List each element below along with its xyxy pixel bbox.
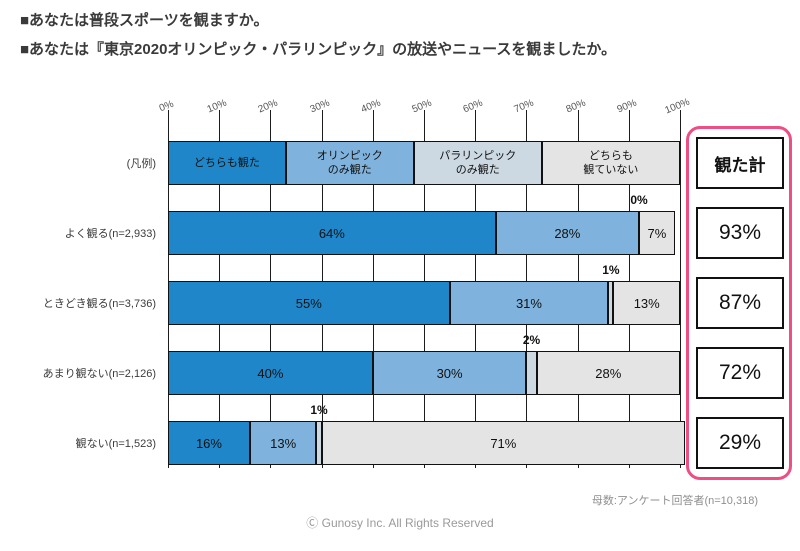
bar-segment: 16% <box>168 421 250 465</box>
totals-value: 29% <box>718 431 762 454</box>
bar-segment: 28% <box>495 211 640 255</box>
bar-segment: 28% <box>536 351 680 395</box>
totals-value-cell: 87% <box>696 277 784 329</box>
legend-item: パラリンピック のみ観た <box>413 141 542 185</box>
bar-segment: 64% <box>168 211 496 255</box>
legend-item: どちらも 観ていない <box>541 141 680 185</box>
bar-segment: 31% <box>449 281 609 325</box>
totals-value-cell: 29% <box>696 417 784 469</box>
bar-segment: 30% <box>372 351 527 395</box>
totals-header-cell: 観た計 <box>696 137 784 189</box>
plot-area: どちらも観た オリンピック のみ観た パラリンピック のみ観た どちらも 観ていない 6… <box>168 115 686 465</box>
bar-segment <box>316 421 322 465</box>
legend-row-label: (凡例) <box>126 158 156 170</box>
copyright: Ⓒ Gunosy Inc. All Rights Reserved <box>306 516 494 530</box>
title-line-1: ■あなたは普段スポーツを観ますか。 <box>20 12 269 29</box>
bar-segment: 13% <box>613 281 680 325</box>
gridline <box>680 110 681 468</box>
bar-segment: 7% <box>639 211 675 255</box>
chart-title-block: ■あなたは普段スポーツを観ますか。 ■あなたは『東京2020オリンピック・パラリ… <box>20 6 616 65</box>
totals-header: 観た計 <box>714 155 766 175</box>
bar-segment: 71% <box>321 421 686 465</box>
sample-note: 母数:アンケート回答者(n=10,318) <box>591 495 758 507</box>
category-label: あまり観ない(n=2,126) <box>42 368 156 380</box>
bar-segment: 13% <box>249 421 317 465</box>
small-value-label: 1% <box>310 403 328 417</box>
category-label: 観ない(n=1,523) <box>75 438 156 450</box>
legend-item: どちらも観た <box>168 141 286 185</box>
category-label: よく観る(n=2,933) <box>64 228 156 240</box>
bar-segment <box>608 281 614 325</box>
row-labels: (凡例) よく観る(n=2,933) ときどき観る(n=3,736) あまり観ない(n… <box>4 115 162 465</box>
category-label: ときどき観る(n=3,736) <box>42 298 156 310</box>
title-line-2: ■あなたは『東京2020オリンピック・パラリンピック』の放送やニュースを観ました… <box>20 41 617 59</box>
x-axis: 0% 10% 20% 30% 40% 50% 60% 70% 80% 90% 100% <box>158 78 692 117</box>
legend-item: オリンピック のみ観た <box>285 141 414 185</box>
totals-value-cell: 93% <box>696 207 784 259</box>
small-value-label: 1% <box>602 263 620 277</box>
small-value-label: 2% <box>522 333 541 347</box>
bar-segment: 40% <box>168 351 373 395</box>
totals-value: 93% <box>718 221 762 244</box>
small-value-label: 0% <box>630 193 648 207</box>
totals-value: 72% <box>718 361 762 384</box>
bar-segment: 55% <box>168 281 450 325</box>
totals-highlight-frame <box>686 126 792 480</box>
bar-segment <box>526 351 537 395</box>
totals-value: 87% <box>718 291 762 314</box>
totals-value-cell: 72% <box>696 347 784 399</box>
